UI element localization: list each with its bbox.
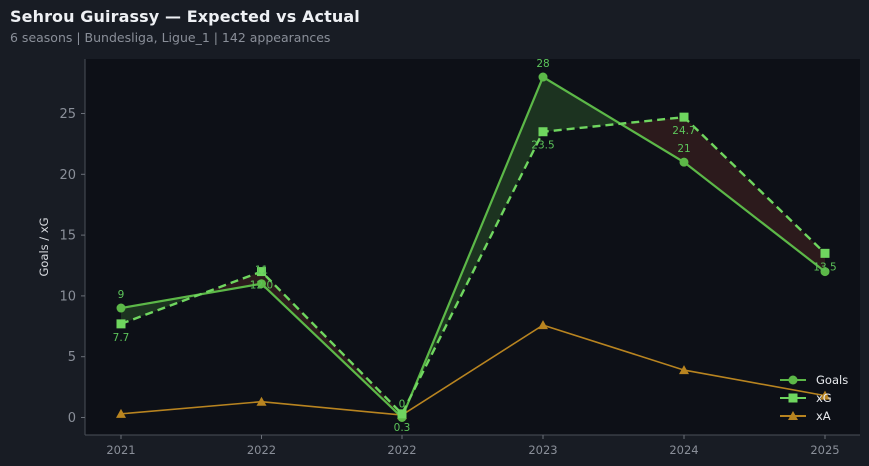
- y-tick-label: 5: [68, 350, 76, 365]
- goals-marker: [116, 303, 126, 313]
- y-tick-label: 20: [59, 168, 76, 183]
- diff-fill: [620, 117, 684, 163]
- square-marker-icon: [788, 393, 798, 403]
- xa-marker: [538, 320, 548, 330]
- x-tick-label: 2024: [669, 443, 698, 457]
- xg-data-label: 23.5: [531, 140, 554, 152]
- xg-marker: [397, 409, 407, 419]
- xg-marker: [116, 319, 126, 329]
- y-tick-label: 0: [68, 411, 76, 426]
- chart-title: Sehrou Guirassy — Expected vs Actual: [10, 7, 360, 26]
- legend-item-goals: Goals: [780, 373, 848, 387]
- xg-marker: [679, 112, 689, 122]
- goals-marker: [538, 72, 548, 82]
- xg-data-label: 12.0: [250, 280, 273, 292]
- x-tick-label: 2022: [247, 443, 276, 457]
- goals-data-label: 28: [536, 58, 549, 70]
- x-tick-label: 2023: [528, 443, 557, 457]
- chart-subtitle: 6 seasons | Bundesliga, Ligue_1 | 142 ap…: [10, 30, 331, 45]
- x-tick-label: 2021: [106, 443, 135, 457]
- xg-marker: [820, 248, 830, 258]
- y-tick-label: 15: [59, 229, 76, 244]
- xg-data-label: 24.7: [672, 125, 695, 137]
- diff-fill: [684, 117, 825, 272]
- xg-data-label: 7.7: [113, 332, 130, 344]
- xa-marker: [256, 396, 267, 406]
- y-axis-label: Goals / xG: [37, 217, 51, 276]
- xa-marker: [116, 408, 126, 418]
- circle-marker-icon: [788, 375, 798, 385]
- y-tick-label: 25: [59, 107, 76, 122]
- legend-item-xa: xA: [780, 409, 831, 423]
- legend-label: xA: [816, 409, 831, 423]
- y-tick-label: 10: [59, 289, 76, 304]
- legend-label: Goals: [816, 373, 848, 387]
- x-tick-label: 2025: [810, 443, 839, 457]
- xa-marker: [679, 365, 689, 375]
- xg-marker: [257, 267, 266, 277]
- goals-data-label: 21: [677, 143, 690, 155]
- goals-data-label: 11: [255, 265, 268, 277]
- xg-data-label: 13.5: [813, 261, 836, 273]
- legend: Goals xG xA: [780, 373, 848, 423]
- goals-data-label: 9: [118, 289, 125, 301]
- goals-marker: [679, 157, 689, 167]
- goals-line: [120, 75, 826, 420]
- diff-fill: [543, 77, 621, 132]
- xg-data-label: 0.3: [394, 422, 411, 434]
- legend-item-xg: xG: [780, 391, 832, 405]
- legend-label: xG: [816, 391, 832, 405]
- xg-line: [120, 115, 826, 416]
- goals-marker: [257, 279, 266, 289]
- goals-marker: [820, 267, 830, 277]
- xg-marker: [538, 127, 548, 137]
- xa-line: [120, 324, 826, 416]
- xa-marker: [820, 390, 830, 400]
- triangle-marker-icon: [788, 411, 798, 420]
- goals-data-label: 0: [399, 399, 406, 411]
- x-tick-label: 2022: [387, 443, 416, 457]
